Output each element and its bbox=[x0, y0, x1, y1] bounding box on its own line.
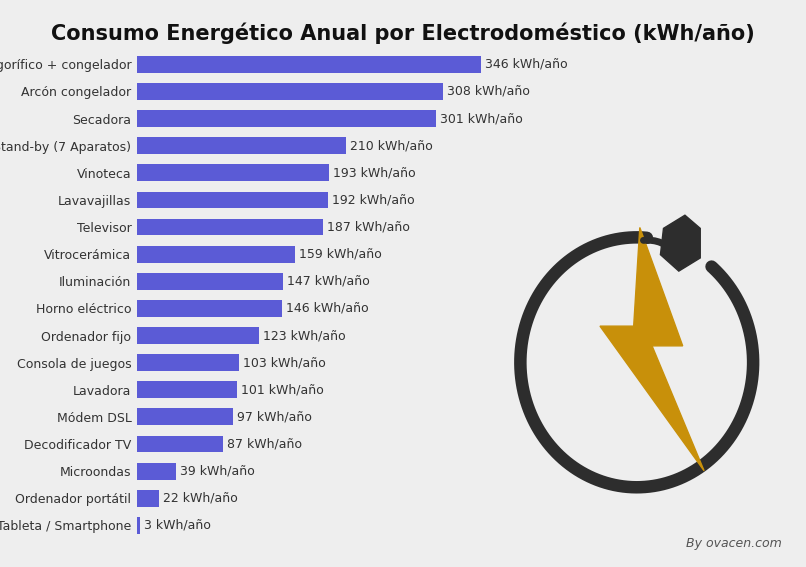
Bar bbox=[137, 137, 346, 154]
Bar bbox=[137, 463, 176, 480]
Text: 87 kWh/año: 87 kWh/año bbox=[227, 438, 302, 451]
Text: 301 kWh/año: 301 kWh/año bbox=[440, 112, 523, 125]
Text: 22 kWh/año: 22 kWh/año bbox=[163, 492, 238, 505]
Bar bbox=[137, 164, 329, 181]
Bar bbox=[137, 408, 234, 425]
Text: 192 kWh/año: 192 kWh/año bbox=[332, 193, 414, 206]
Polygon shape bbox=[600, 227, 704, 471]
Text: 146 kWh/año: 146 kWh/año bbox=[286, 302, 368, 315]
Text: By ovacen.com: By ovacen.com bbox=[686, 537, 782, 550]
Bar bbox=[137, 192, 328, 208]
Text: 147 kWh/año: 147 kWh/año bbox=[287, 275, 370, 288]
Text: 3 kWh/año: 3 kWh/año bbox=[144, 519, 211, 532]
Bar bbox=[137, 273, 283, 290]
Text: 210 kWh/año: 210 kWh/año bbox=[350, 139, 432, 152]
Bar bbox=[137, 219, 322, 235]
Text: 97 kWh/año: 97 kWh/año bbox=[237, 411, 312, 424]
Bar bbox=[137, 327, 260, 344]
Bar bbox=[137, 517, 140, 534]
Text: 187 kWh/año: 187 kWh/año bbox=[326, 221, 409, 234]
Text: 39 kWh/año: 39 kWh/año bbox=[180, 464, 255, 477]
Bar bbox=[137, 300, 282, 317]
Bar bbox=[137, 110, 436, 127]
Text: 123 kWh/año: 123 kWh/año bbox=[264, 329, 346, 342]
Text: 346 kWh/año: 346 kWh/año bbox=[484, 58, 567, 71]
Text: 103 kWh/año: 103 kWh/año bbox=[243, 356, 326, 369]
Bar bbox=[137, 246, 295, 263]
Bar bbox=[137, 435, 223, 452]
Text: Consumo Energético Anual por Electrodoméstico (kWh/año): Consumo Energético Anual por Electrodomé… bbox=[51, 23, 755, 44]
Text: 101 kWh/año: 101 kWh/año bbox=[241, 383, 324, 396]
Text: 159 kWh/año: 159 kWh/año bbox=[299, 248, 382, 261]
Bar bbox=[137, 490, 159, 507]
Bar bbox=[137, 56, 480, 73]
Text: 308 kWh/año: 308 kWh/año bbox=[447, 85, 530, 98]
Bar bbox=[137, 382, 237, 398]
Text: 193 kWh/año: 193 kWh/año bbox=[333, 166, 415, 179]
Bar bbox=[137, 354, 239, 371]
Polygon shape bbox=[660, 215, 700, 271]
Bar bbox=[137, 83, 443, 100]
